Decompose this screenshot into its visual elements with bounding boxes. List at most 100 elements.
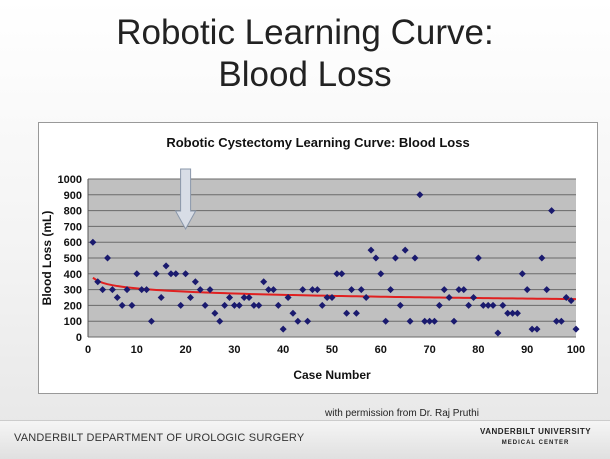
y-tick-label: 900 [64, 190, 82, 202]
title-line1: Robotic Learning Curve: [116, 13, 494, 52]
data-point [260, 278, 268, 286]
data-point [265, 286, 273, 294]
trend-line [92, 276, 577, 301]
data-point [113, 294, 121, 301]
data-point [567, 297, 575, 305]
data-point [108, 286, 116, 294]
x-tick-label: 0 [85, 344, 91, 356]
data-point [235, 301, 243, 309]
data-point [338, 270, 346, 278]
data-point [240, 294, 248, 301]
data-point [318, 301, 326, 309]
data-point [348, 286, 356, 294]
data-point [201, 301, 209, 309]
data-point [250, 301, 258, 309]
data-point [406, 317, 414, 325]
data-point [416, 191, 424, 199]
data-point [279, 325, 287, 333]
x-tick-label: 50 [326, 344, 338, 356]
permission-note: with permission from Dr. Raj Pruthi [325, 408, 479, 419]
data-point [484, 301, 492, 309]
data-point [216, 317, 224, 325]
data-point [313, 286, 321, 294]
data-point [494, 329, 502, 337]
data-point [274, 301, 282, 309]
y-tick-label: 500 [64, 253, 82, 265]
data-point [548, 207, 556, 215]
data-point [147, 317, 155, 325]
data-point [221, 301, 229, 309]
data-point [538, 254, 546, 262]
x-tick-label: 100 [567, 344, 585, 356]
title-line2: Blood Loss [218, 55, 392, 94]
data-point [230, 301, 238, 309]
data-point [445, 294, 453, 301]
data-point [391, 254, 399, 262]
data-point [552, 317, 560, 325]
x-tick-label: 10 [131, 344, 143, 356]
slide-title: Robotic Learning Curve: Blood Loss [0, 12, 610, 96]
data-point [450, 317, 458, 325]
y-tick-label: 700 [64, 221, 82, 233]
y-tick-label: 200 [64, 300, 82, 312]
y-tick-label: 100 [64, 316, 82, 328]
chart-svg: 0 100 200 300 400 500 600 700 800 900 1000 0 10 20 30 4… [40, 168, 585, 382]
data-point [186, 294, 194, 301]
data-point [572, 325, 580, 333]
y-axis-label: Blood Loss (mL) [40, 211, 54, 306]
x-tick-label: 80 [472, 344, 484, 356]
data-point [411, 254, 419, 262]
data-point [269, 286, 277, 294]
data-point [440, 286, 448, 294]
data-point [245, 294, 253, 301]
y-tick-label: 400 [64, 269, 82, 281]
data-point [123, 286, 131, 294]
data-point [382, 317, 390, 325]
data-point [352, 309, 360, 317]
arrow-annotation [174, 168, 197, 231]
data-point [426, 317, 434, 325]
data-point [99, 286, 107, 294]
x-tick-label: 70 [423, 344, 435, 356]
data-point [474, 254, 482, 262]
data-point [167, 270, 175, 278]
data-point [470, 294, 478, 301]
x-tick-label: 20 [179, 344, 191, 356]
y-tick-label: 800 [64, 206, 82, 218]
x-tick-label: 30 [228, 344, 240, 356]
chart-title: Robotic Cystectomy Learning Curve: Blood… [166, 135, 470, 150]
data-point [518, 270, 526, 278]
data-point [182, 270, 190, 278]
data-point [304, 317, 312, 325]
data-point [499, 301, 507, 309]
data-point [328, 294, 336, 301]
data-point [387, 286, 395, 294]
data-point [509, 309, 517, 317]
data-point [489, 301, 497, 309]
footer [0, 420, 610, 459]
data-point [372, 254, 380, 262]
data-point [172, 270, 180, 278]
department-name: VANDERBILT DEPARTMENT OF UROLOGIC SURGER… [14, 432, 305, 444]
data-point [152, 270, 160, 278]
data-point [89, 238, 97, 246]
data-point [284, 294, 292, 301]
data-point [294, 317, 302, 325]
data-point [460, 286, 468, 294]
data-point [133, 270, 141, 278]
data-point [465, 301, 473, 309]
data-point [343, 309, 351, 317]
data-point [479, 301, 487, 309]
data-point [362, 294, 370, 301]
data-point [513, 309, 521, 317]
logo-line2: MEDICAL CENTER [501, 440, 570, 446]
logo-line1: VANDERBILT UNIVERSITY [480, 427, 592, 436]
data-point [299, 286, 307, 294]
data-point [128, 301, 136, 309]
data-point [104, 254, 112, 262]
data-point [562, 294, 570, 301]
data-point [504, 309, 512, 317]
data-point [528, 325, 536, 333]
data-point [377, 270, 385, 278]
vanderbilt-logo: VANDERBILT UNIVERSITY MEDICAL CENTER [480, 427, 591, 446]
